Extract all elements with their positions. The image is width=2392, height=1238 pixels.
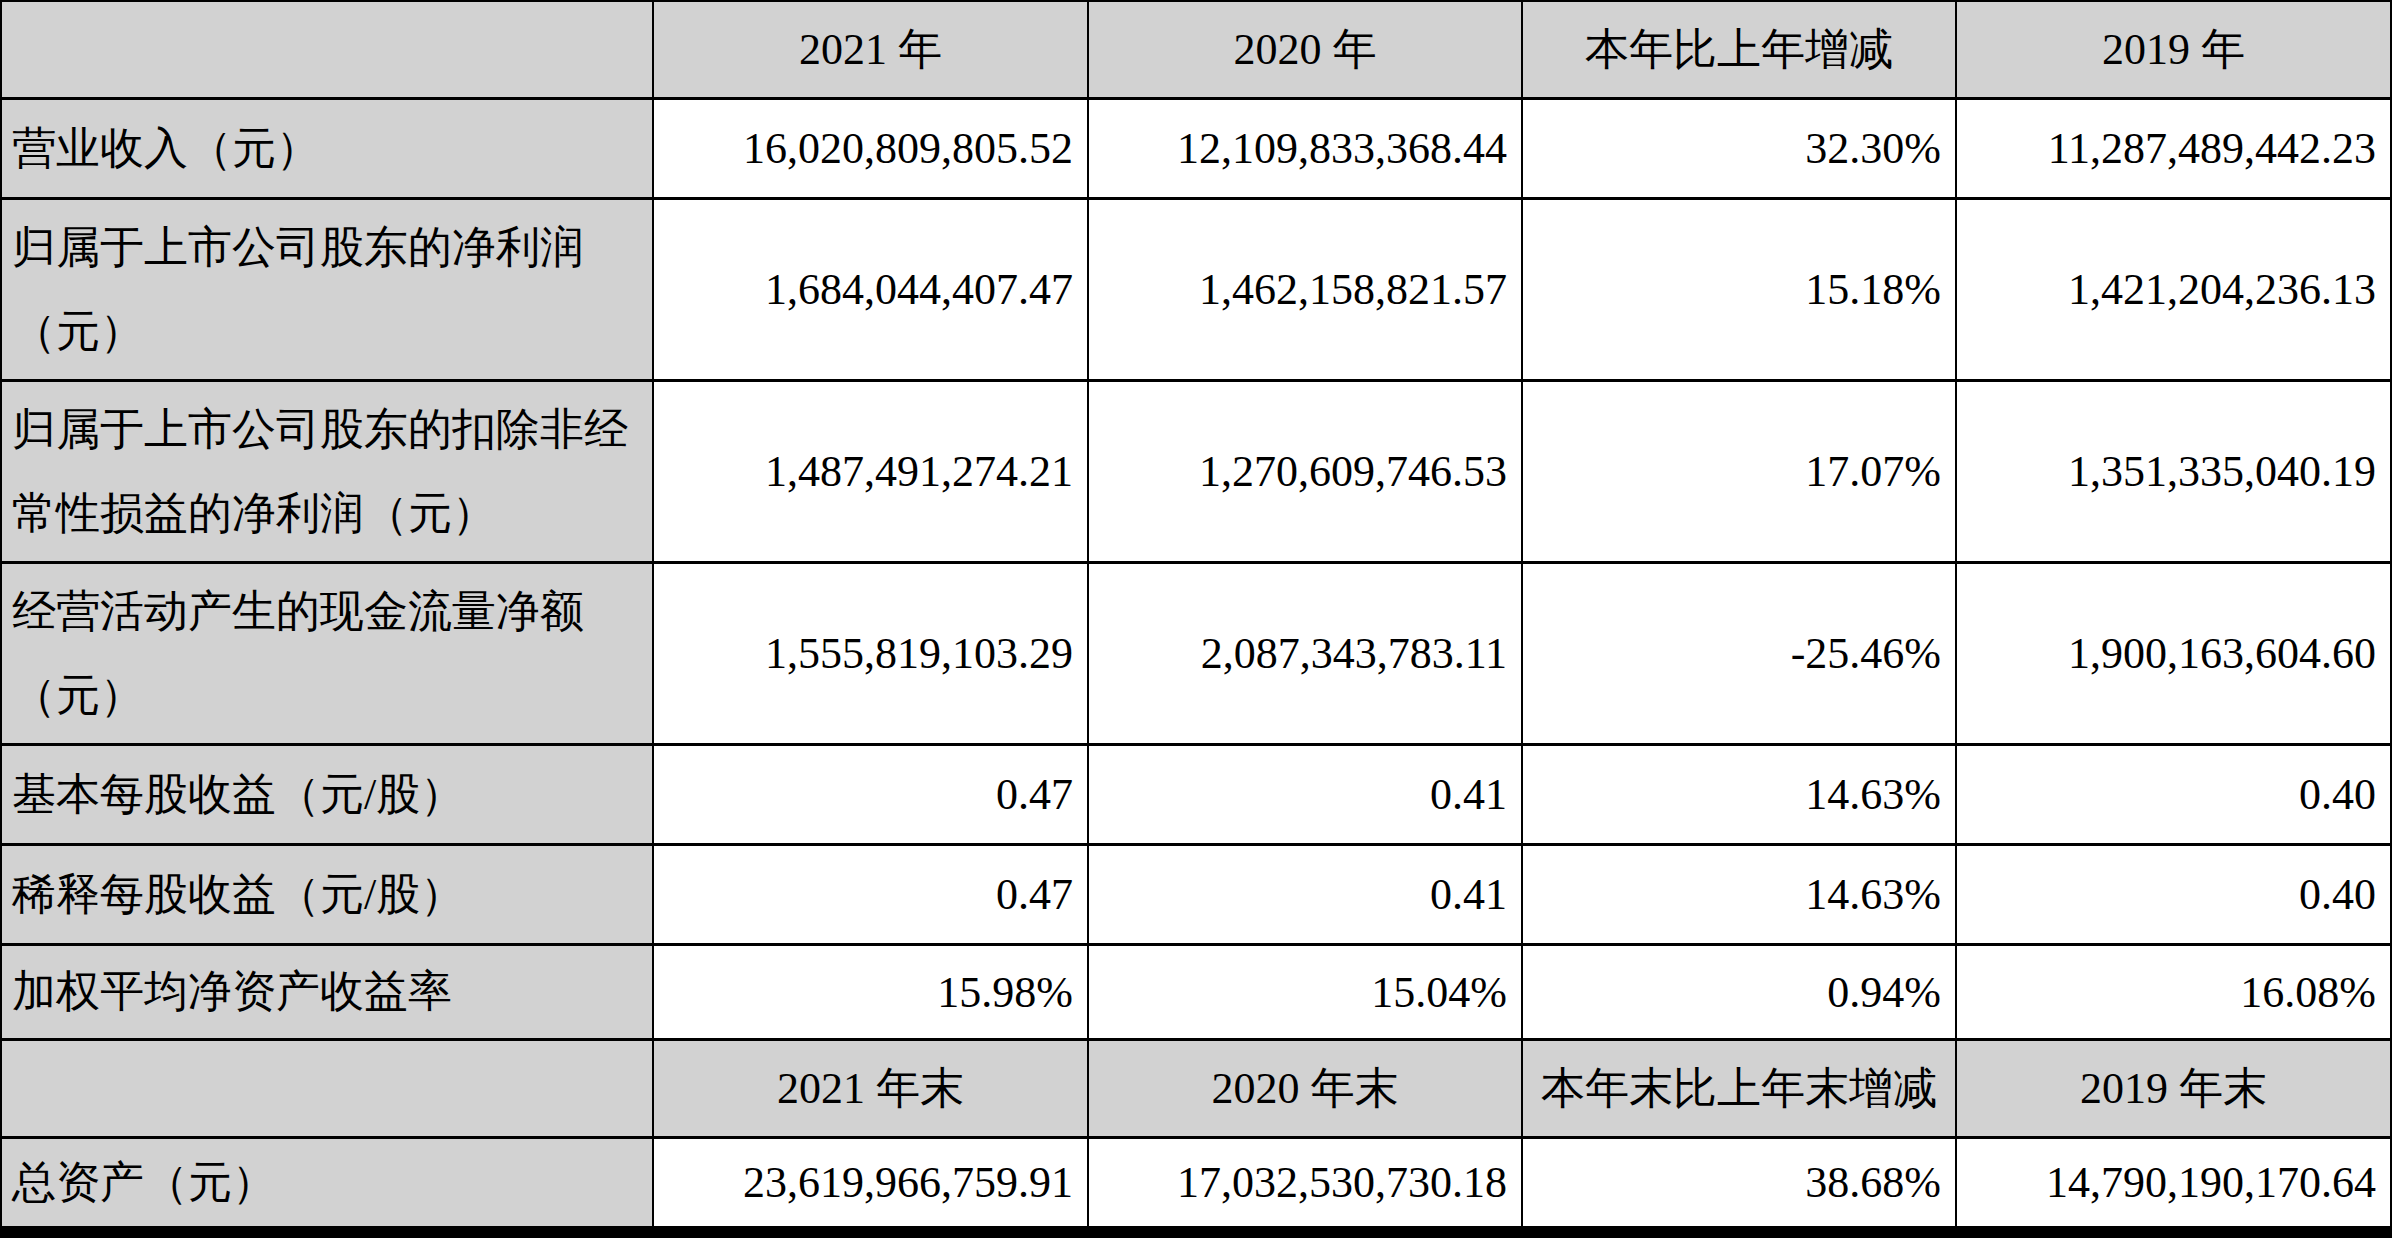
header-yoy-change: 本年比上年增减 xyxy=(1523,2,1955,97)
header-yearend-2021: 2021 年末 xyxy=(654,1041,1087,1136)
header2-empty-cell xyxy=(2,1041,652,1136)
row-label-operating-cash-flow: 经营活动产生的现金流量净额 （元） xyxy=(2,564,652,743)
diluted-eps-2021-value: 0.47 xyxy=(654,846,1087,943)
header-year-2021: 2021 年 xyxy=(654,2,1087,97)
operating-revenue-2019-value: 11,287,489,442.23 xyxy=(1957,100,2390,197)
net-profit-excl-2021-value: 1,487,491,274.21 xyxy=(654,382,1087,561)
row-label-weighted-avg-roe: 加权平均净资产收益率 xyxy=(2,946,652,1038)
operating-cash-flow-change-value: -25.46% xyxy=(1523,564,1955,743)
weighted-avg-roe-2019-value: 16.08% xyxy=(1957,946,2390,1038)
net-profit-2021-value: 1,684,044,407.47 xyxy=(654,200,1087,379)
header-year-2020: 2020 年 xyxy=(1089,2,1521,97)
operating-revenue-2020-value: 12,109,833,368.44 xyxy=(1089,100,1521,197)
basic-eps-change-value: 14.63% xyxy=(1523,746,1955,843)
operating-revenue-2021-value: 16,020,809,805.52 xyxy=(654,100,1087,197)
total-assets-2021-value: 23,619,966,759.91 xyxy=(654,1139,1087,1226)
net-profit-excl-2020-value: 1,270,609,746.53 xyxy=(1089,382,1521,561)
header-empty-cell xyxy=(2,2,652,97)
net-profit-excl-2019-value: 1,351,335,040.19 xyxy=(1957,382,2390,561)
basic-eps-2019-value: 0.40 xyxy=(1957,746,2390,843)
total-assets-2020-value: 17,032,530,730.18 xyxy=(1089,1139,1521,1226)
operating-revenue-change-value: 32.30% xyxy=(1523,100,1955,197)
net-profit-2020-value: 1,462,158,821.57 xyxy=(1089,200,1521,379)
weighted-avg-roe-2021-value: 15.98% xyxy=(654,946,1087,1038)
basic-eps-2021-value: 0.47 xyxy=(654,746,1087,843)
net-profit-change-value: 15.18% xyxy=(1523,200,1955,379)
row-label-net-profit: 归属于上市公司股东的净利润 （元） xyxy=(2,200,652,379)
header-yearend-2020: 2020 年末 xyxy=(1089,1041,1521,1136)
diluted-eps-2019-value: 0.40 xyxy=(1957,846,2390,943)
weighted-avg-roe-2020-value: 15.04% xyxy=(1089,946,1521,1038)
row-label-net-profit-excl-nonrecurring: 归属于上市公司股东的扣除非经 常性损益的净利润（元） xyxy=(2,382,652,561)
diluted-eps-2020-value: 0.41 xyxy=(1089,846,1521,943)
net-profit-2019-value: 1,421,204,236.13 xyxy=(1957,200,2390,379)
basic-eps-2020-value: 0.41 xyxy=(1089,746,1521,843)
operating-cash-flow-2019-value: 1,900,163,604.60 xyxy=(1957,564,2390,743)
header-yearend-change: 本年末比上年末增减 xyxy=(1523,1041,1955,1136)
row-label-basic-eps: 基本每股收益（元/股） xyxy=(2,746,652,843)
financial-summary-table: 2021 年 2020 年 本年比上年增减 2019 年 营业收入（元） 16,… xyxy=(0,0,2392,1238)
operating-cash-flow-2020-value: 2,087,343,783.11 xyxy=(1089,564,1521,743)
net-profit-excl-change-value: 17.07% xyxy=(1523,382,1955,561)
total-assets-change-value: 38.68% xyxy=(1523,1139,1955,1226)
weighted-avg-roe-change-value: 0.94% xyxy=(1523,946,1955,1038)
row-label-operating-revenue: 营业收入（元） xyxy=(2,100,652,197)
header-yearend-2019: 2019 年末 xyxy=(1957,1041,2390,1136)
total-assets-2019-value: 14,790,190,170.64 xyxy=(1957,1139,2390,1226)
row-label-diluted-eps: 稀释每股收益（元/股） xyxy=(2,846,652,943)
row-label-total-assets: 总资产（元） xyxy=(2,1139,652,1226)
diluted-eps-change-value: 14.63% xyxy=(1523,846,1955,943)
operating-cash-flow-2021-value: 1,555,819,103.29 xyxy=(654,564,1087,743)
header-year-2019: 2019 年 xyxy=(1957,2,2390,97)
